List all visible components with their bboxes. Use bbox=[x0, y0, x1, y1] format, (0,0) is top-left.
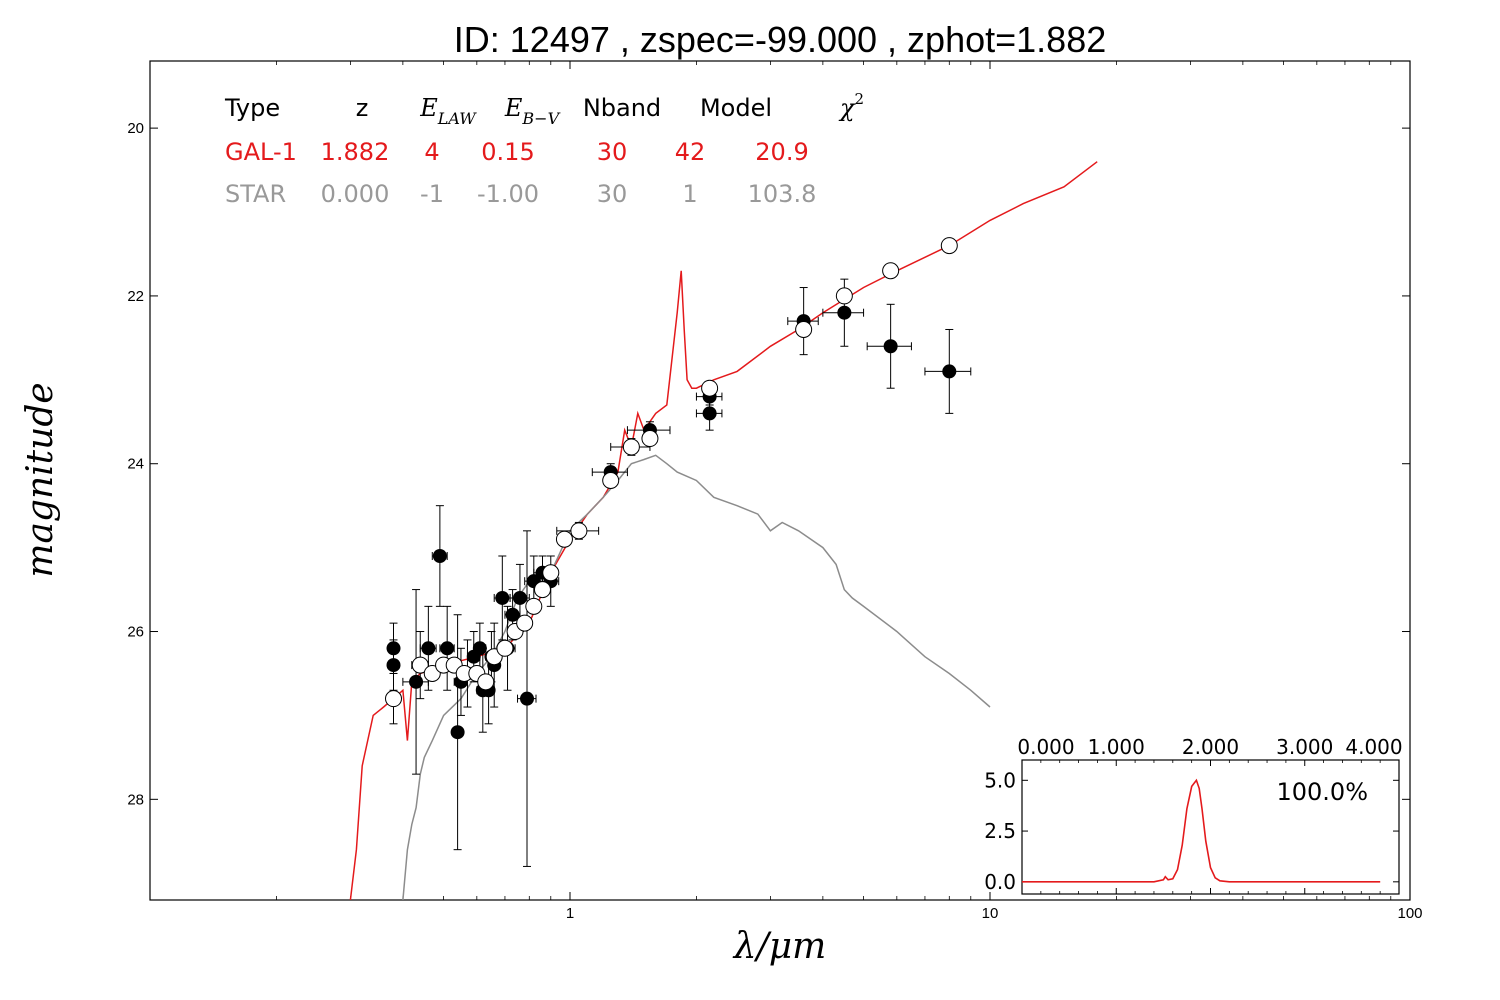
observed-point bbox=[386, 639, 401, 691]
fit-table-cell: STAR bbox=[225, 180, 286, 208]
model-point bbox=[701, 379, 719, 397]
inset-x-tick-label: 3.000 bbox=[1276, 735, 1333, 759]
model-point bbox=[496, 639, 514, 657]
observed-marker bbox=[702, 406, 717, 421]
inset-x-tick-label: 0.000 bbox=[1017, 735, 1074, 759]
observed-point bbox=[431, 505, 448, 607]
model-point bbox=[542, 564, 560, 582]
model-point bbox=[555, 530, 573, 548]
model-point bbox=[423, 664, 441, 682]
observed-marker bbox=[409, 674, 424, 689]
model-point bbox=[940, 237, 958, 255]
fit-table-header: Model bbox=[700, 94, 772, 122]
inset-x-tick-label: 4.000 bbox=[1345, 735, 1402, 759]
y-tick-label: 28 bbox=[127, 791, 144, 808]
chart-title: ID: 12497 , zspec=-99.000 , zphot=1.882 bbox=[454, 19, 1106, 60]
star-template-line bbox=[402, 454, 991, 900]
model-point bbox=[602, 472, 620, 489]
observed-point bbox=[517, 530, 537, 867]
observed-marker bbox=[512, 590, 527, 605]
observed-point bbox=[695, 396, 723, 431]
fit-table-cell: 4 bbox=[424, 138, 439, 166]
y-tick-label: 22 bbox=[127, 288, 144, 305]
fit-table-cell: 0.000 bbox=[321, 180, 390, 208]
fit-table-cell: 42 bbox=[675, 138, 706, 166]
inset-probability-label: 100.0% bbox=[1276, 778, 1368, 806]
observed-point bbox=[866, 303, 912, 389]
observed-point bbox=[924, 328, 972, 414]
fit-table-cell: 1.882 bbox=[321, 138, 390, 166]
observed-marker bbox=[421, 641, 436, 656]
x-axis-label: λ/μm bbox=[732, 926, 826, 967]
model-point bbox=[525, 597, 543, 615]
fit-table: Type z ELAW EB−V Nband Model χ2 GAL-1 1.882 4 0.15… bbox=[224, 90, 864, 208]
fit-table-header: EB−V bbox=[504, 94, 561, 128]
observed-marker bbox=[520, 691, 535, 706]
model-point bbox=[641, 430, 659, 448]
fit-table-cell: 20.9 bbox=[755, 138, 808, 166]
model-point bbox=[570, 522, 588, 540]
main-axes-ticks: 1 10 100 20 22 24 26 28 bbox=[127, 61, 1423, 922]
inset-ticks: 0.000 1.000 2.000 3.000 4.000 0.0 2.5 5.0 bbox=[984, 735, 1403, 894]
inset-curve bbox=[1022, 778, 1381, 883]
observed-point bbox=[493, 555, 511, 641]
pdz-inset: 0.000 1.000 2.000 3.000 4.000 0.0 2.5 5.0 100.0… bbox=[984, 735, 1403, 895]
model-point bbox=[795, 320, 813, 338]
model-point bbox=[411, 656, 429, 674]
observed-point bbox=[439, 605, 455, 691]
observed-point bbox=[450, 614, 465, 851]
observed-marker bbox=[883, 339, 898, 354]
x-tick-label: 100 bbox=[1397, 905, 1422, 922]
inset-y-tick-label: 2.5 bbox=[984, 819, 1016, 843]
plot-frame bbox=[149, 60, 1411, 901]
y-tick-label: 26 bbox=[127, 624, 144, 641]
model-point bbox=[622, 438, 640, 456]
inset-x-tick-label: 1.000 bbox=[1088, 735, 1145, 759]
fit-table-cell: -1 bbox=[420, 180, 444, 208]
pdz-line bbox=[1022, 778, 1381, 883]
observed-marker bbox=[495, 590, 510, 605]
inset-y-tick-label: 5.0 bbox=[984, 768, 1016, 792]
fit-table-header: χ2 bbox=[838, 90, 864, 122]
observed-marker bbox=[440, 641, 455, 656]
model-point bbox=[882, 262, 900, 280]
fit-table-cell: -1.00 bbox=[477, 180, 539, 208]
fit-table-header: ELAW bbox=[419, 94, 477, 128]
observed-point bbox=[402, 589, 429, 775]
observed-marker bbox=[942, 364, 957, 379]
model-points bbox=[385, 237, 958, 708]
x-tick-label: 1 bbox=[566, 905, 574, 922]
y-axis-label: magnitude bbox=[20, 382, 61, 577]
y-tick-label: 20 bbox=[127, 120, 144, 137]
fit-table-cell: GAL-1 bbox=[225, 138, 297, 166]
fit-table-header: Type bbox=[224, 94, 280, 122]
observed-marker bbox=[505, 607, 520, 622]
fit-table-cell: 30 bbox=[597, 138, 628, 166]
fit-table-cell: 30 bbox=[597, 180, 628, 208]
fit-table-cell: 0.15 bbox=[481, 138, 534, 166]
model-point bbox=[385, 690, 403, 708]
inset-x-tick-label: 2.000 bbox=[1182, 735, 1239, 759]
x-tick-label: 10 bbox=[982, 905, 999, 922]
fit-table-cell: 103.8 bbox=[748, 180, 817, 208]
model-point bbox=[477, 673, 495, 691]
observed-marker bbox=[450, 725, 465, 740]
model-point bbox=[533, 581, 551, 599]
y-tick-label: 24 bbox=[127, 456, 144, 473]
observed-marker bbox=[432, 549, 447, 564]
observed-marker bbox=[837, 305, 852, 320]
fit-table-header: z bbox=[356, 94, 369, 122]
model-point bbox=[516, 614, 534, 632]
model-point bbox=[835, 287, 853, 305]
fit-table-cell: 1 bbox=[682, 180, 697, 208]
observed-marker bbox=[386, 658, 401, 673]
inset-y-tick-label: 0.0 bbox=[984, 870, 1016, 894]
fit-table-header: Nband bbox=[583, 94, 661, 122]
observed-points bbox=[386, 278, 972, 867]
